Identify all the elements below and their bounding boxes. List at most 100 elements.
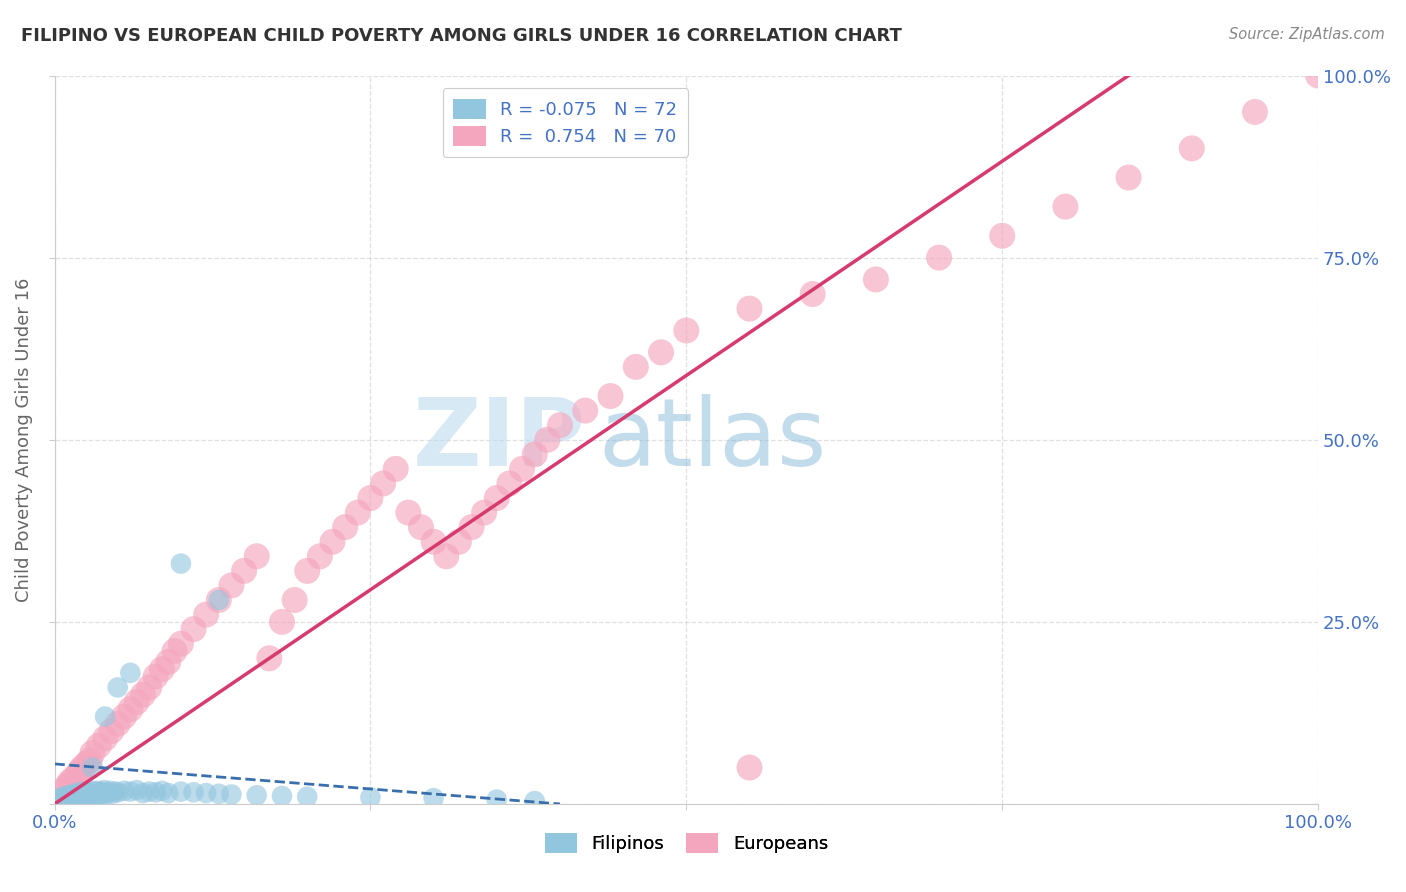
Point bbox=[675, 323, 697, 337]
Point bbox=[150, 662, 173, 676]
Point bbox=[170, 557, 193, 571]
Point bbox=[138, 784, 160, 798]
Text: Source: ZipAtlas.com: Source: ZipAtlas.com bbox=[1229, 27, 1385, 42]
Point bbox=[93, 783, 115, 797]
Point bbox=[170, 637, 193, 651]
Point bbox=[84, 784, 107, 798]
Point bbox=[79, 786, 101, 800]
Point bbox=[297, 789, 319, 804]
Point bbox=[53, 782, 76, 797]
Point bbox=[72, 787, 94, 801]
Point bbox=[259, 651, 281, 665]
Point bbox=[58, 789, 80, 803]
Point bbox=[150, 784, 173, 798]
Point bbox=[82, 746, 104, 760]
Point bbox=[72, 784, 94, 798]
Point bbox=[125, 783, 148, 797]
Point bbox=[69, 764, 91, 779]
Point bbox=[62, 772, 84, 786]
Point bbox=[145, 785, 167, 799]
Point bbox=[498, 476, 520, 491]
Point bbox=[67, 785, 90, 799]
Point bbox=[62, 787, 84, 801]
Point bbox=[86, 789, 108, 803]
Point bbox=[69, 791, 91, 805]
Point bbox=[738, 760, 761, 774]
Point bbox=[865, 272, 887, 286]
Point bbox=[221, 578, 243, 592]
Point bbox=[56, 791, 79, 805]
Point bbox=[183, 622, 205, 636]
Point bbox=[101, 787, 124, 801]
Text: FILIPINO VS EUROPEAN CHILD POVERTY AMONG GIRLS UNDER 16 CORRELATION CHART: FILIPINO VS EUROPEAN CHILD POVERTY AMONG… bbox=[21, 27, 903, 45]
Point bbox=[599, 389, 621, 403]
Point bbox=[221, 788, 243, 802]
Point bbox=[46, 793, 69, 807]
Point bbox=[157, 786, 180, 800]
Point bbox=[107, 681, 129, 695]
Point bbox=[87, 787, 110, 801]
Point bbox=[76, 785, 98, 799]
Point bbox=[94, 789, 117, 803]
Point bbox=[233, 564, 256, 578]
Point bbox=[359, 790, 381, 805]
Point bbox=[472, 506, 495, 520]
Point bbox=[97, 786, 120, 800]
Point bbox=[297, 564, 319, 578]
Point bbox=[104, 784, 127, 798]
Point bbox=[208, 593, 231, 607]
Point bbox=[359, 491, 381, 505]
Point bbox=[271, 789, 294, 803]
Text: ZIP: ZIP bbox=[412, 393, 585, 486]
Point bbox=[82, 760, 104, 774]
Point bbox=[801, 287, 824, 301]
Point bbox=[1244, 104, 1267, 119]
Point bbox=[45, 795, 67, 809]
Point bbox=[120, 784, 142, 798]
Point bbox=[991, 228, 1014, 243]
Point bbox=[208, 593, 231, 607]
Point bbox=[60, 789, 83, 803]
Point bbox=[485, 792, 508, 806]
Point bbox=[1118, 170, 1140, 185]
Point bbox=[49, 792, 72, 806]
Point bbox=[928, 251, 950, 265]
Point bbox=[120, 702, 142, 716]
Point bbox=[52, 789, 75, 804]
Point bbox=[90, 788, 112, 802]
Point bbox=[333, 520, 356, 534]
Point bbox=[87, 739, 110, 753]
Point bbox=[271, 615, 294, 629]
Point bbox=[59, 775, 82, 789]
Point bbox=[75, 756, 97, 771]
Point bbox=[246, 789, 269, 803]
Point bbox=[84, 786, 107, 800]
Point bbox=[107, 716, 129, 731]
Point bbox=[66, 768, 89, 782]
Point bbox=[94, 709, 117, 723]
Point bbox=[246, 549, 269, 564]
Point bbox=[107, 785, 129, 799]
Point bbox=[75, 788, 97, 802]
Point bbox=[70, 789, 93, 803]
Point bbox=[73, 789, 96, 804]
Point bbox=[112, 709, 135, 723]
Point bbox=[138, 681, 160, 695]
Point bbox=[738, 301, 761, 316]
Point bbox=[346, 506, 368, 520]
Point bbox=[59, 790, 82, 805]
Point bbox=[51, 791, 73, 805]
Point bbox=[145, 669, 167, 683]
Point bbox=[157, 655, 180, 669]
Point bbox=[510, 462, 533, 476]
Point bbox=[66, 788, 89, 802]
Point bbox=[63, 792, 86, 806]
Point bbox=[77, 789, 100, 803]
Point bbox=[1054, 200, 1077, 214]
Point bbox=[371, 476, 394, 491]
Point bbox=[91, 785, 114, 799]
Point bbox=[396, 506, 419, 520]
Point bbox=[1308, 69, 1330, 83]
Point bbox=[163, 644, 186, 658]
Point bbox=[55, 793, 77, 807]
